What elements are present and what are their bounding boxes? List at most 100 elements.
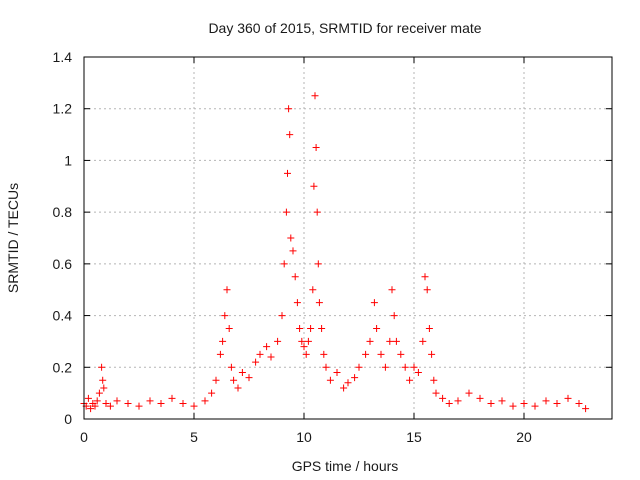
data-point bbox=[223, 286, 231, 294]
data-point bbox=[388, 286, 396, 294]
data-point bbox=[252, 358, 260, 366]
data-point bbox=[465, 389, 473, 397]
data-point bbox=[146, 397, 154, 405]
y-tick-label: 0.4 bbox=[53, 308, 73, 324]
x-tick-label: 10 bbox=[296, 429, 312, 445]
data-point bbox=[362, 350, 370, 358]
data-point bbox=[263, 343, 271, 351]
axis-ticks: 0 5 10 15 20 0 0.2 0.4 0.6 0.8 1 1.2 1.4 bbox=[53, 49, 612, 445]
data-point bbox=[106, 402, 114, 410]
data-point bbox=[296, 325, 304, 332]
y-tick-label: 0.8 bbox=[53, 204, 73, 220]
data-point bbox=[401, 363, 409, 371]
data-point bbox=[373, 325, 381, 332]
data-point bbox=[476, 394, 484, 402]
data-point bbox=[315, 299, 323, 307]
data-point bbox=[377, 350, 385, 358]
x-tick-label: 5 bbox=[190, 429, 198, 445]
data-point bbox=[293, 299, 301, 307]
data-point bbox=[300, 343, 308, 351]
data-point bbox=[392, 337, 400, 345]
data-point bbox=[208, 389, 216, 397]
data-point bbox=[564, 394, 572, 402]
data-point bbox=[312, 144, 320, 151]
data-point bbox=[99, 376, 107, 384]
data-point bbox=[285, 105, 293, 113]
data-point bbox=[219, 337, 227, 345]
data-point bbox=[381, 363, 389, 371]
data-point bbox=[87, 405, 95, 413]
data-point bbox=[282, 208, 290, 216]
data-point bbox=[414, 368, 422, 376]
data-point bbox=[397, 350, 405, 358]
data-point bbox=[157, 399, 165, 407]
x-axis-label: GPS time / hours bbox=[292, 458, 399, 474]
data-point bbox=[238, 368, 246, 376]
data-point bbox=[322, 363, 330, 371]
data-point bbox=[286, 131, 294, 139]
data-point bbox=[230, 376, 238, 384]
x-tick-label: 20 bbox=[516, 429, 532, 445]
data-point bbox=[256, 350, 264, 358]
data-point bbox=[386, 337, 394, 345]
data-point bbox=[225, 325, 233, 332]
data-point bbox=[310, 182, 318, 190]
data-point bbox=[124, 399, 132, 407]
data-point bbox=[298, 337, 306, 345]
data-point bbox=[91, 402, 99, 410]
y-tick-label: 1.2 bbox=[53, 101, 73, 117]
data-point bbox=[575, 399, 583, 407]
data-point bbox=[84, 394, 92, 402]
data-point bbox=[201, 397, 209, 405]
data-point bbox=[445, 399, 453, 407]
data-point bbox=[520, 399, 528, 407]
data-point bbox=[212, 376, 220, 384]
data-point bbox=[168, 394, 176, 402]
data-point bbox=[278, 312, 286, 320]
data-point bbox=[542, 397, 550, 405]
data-point bbox=[314, 260, 322, 268]
data-point bbox=[333, 368, 341, 376]
data-point bbox=[454, 397, 462, 405]
y-tick-label: 1 bbox=[64, 152, 72, 168]
data-point bbox=[313, 208, 321, 216]
data-point bbox=[93, 397, 101, 405]
y-tick-label: 0.6 bbox=[53, 256, 73, 272]
data-point bbox=[439, 394, 447, 402]
y-axis-label: SRMTID / TECUs bbox=[5, 183, 21, 293]
data-point bbox=[390, 312, 398, 320]
data-point bbox=[302, 350, 310, 358]
data-point bbox=[553, 399, 561, 407]
data-point bbox=[366, 337, 374, 345]
data-point bbox=[370, 299, 378, 307]
grid bbox=[84, 57, 612, 419]
data-point bbox=[428, 350, 436, 358]
data-point bbox=[291, 273, 299, 281]
data-point bbox=[344, 379, 352, 387]
data-point bbox=[100, 384, 108, 392]
data-point bbox=[320, 350, 328, 358]
data-points bbox=[80, 92, 590, 413]
data-point bbox=[509, 402, 517, 410]
data-point bbox=[304, 337, 312, 345]
data-point bbox=[245, 374, 253, 382]
data-point bbox=[179, 399, 187, 407]
data-point bbox=[309, 286, 317, 294]
data-point bbox=[419, 337, 427, 345]
data-point bbox=[190, 402, 198, 410]
data-point bbox=[351, 374, 359, 382]
data-point bbox=[531, 402, 539, 410]
data-point bbox=[311, 92, 319, 100]
data-point bbox=[287, 234, 295, 242]
data-point bbox=[227, 363, 235, 371]
data-point bbox=[498, 397, 506, 405]
plot-frame bbox=[83, 56, 613, 420]
data-point bbox=[289, 247, 297, 255]
data-point bbox=[284, 169, 291, 177]
x-tick-label: 0 bbox=[80, 429, 88, 445]
data-point bbox=[221, 312, 229, 320]
data-point bbox=[318, 325, 326, 332]
data-point bbox=[267, 353, 275, 361]
data-point bbox=[307, 325, 315, 332]
data-point bbox=[410, 363, 418, 371]
